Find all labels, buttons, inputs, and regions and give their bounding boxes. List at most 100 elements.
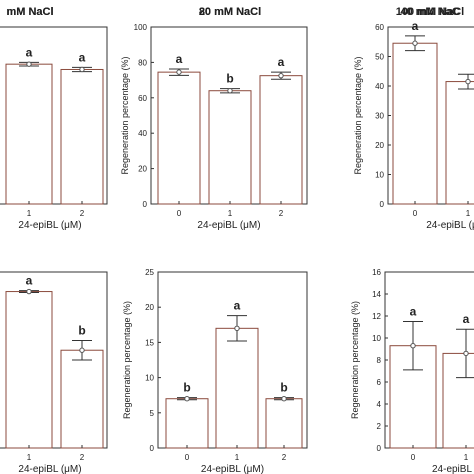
y-tick-label: 20 [375, 141, 384, 150]
y-tick-label: 100 [134, 23, 148, 32]
panel-title: 20 mM NaCl [199, 6, 261, 18]
significance-letter: a [176, 52, 183, 66]
y-tick-label: 20 [138, 165, 147, 174]
x-tick-label: 1 [235, 453, 240, 462]
y-tick-label: 0 [143, 200, 148, 209]
y-tick-label: 10 [372, 334, 381, 343]
y-tick-label: 40 [138, 129, 147, 138]
mean-point [234, 325, 240, 332]
panel-title: mM NaCl [6, 6, 53, 18]
y-tick-label: 40 [375, 82, 384, 91]
bar [215, 327, 259, 449]
bar [259, 75, 303, 205]
x-tick-label: 2 [80, 209, 85, 218]
significance-letter: a [463, 312, 470, 326]
significance-letter: b [183, 381, 190, 395]
chart-panel-1: mM NaCl a 1 a 2 24-epiBL (μM) [0, 6, 108, 231]
mean-point [79, 347, 85, 353]
mean-point [463, 350, 469, 357]
y-axis-label: Regeneration percentage (%) [120, 56, 130, 174]
panel-title: 80 mM NaCl [199, 6, 261, 18]
x-tick-label: 0 [177, 209, 182, 218]
y-tick-label: 10 [375, 171, 384, 180]
x-tick-label: 2 [282, 453, 287, 462]
y-tick-label: 0 [377, 444, 382, 453]
y-axis-label: Regeneration percentage (%) [353, 56, 363, 174]
chart-panel-3: 40 mM NaC 0 10 20 30 40 50 60 Regeneration perce… [353, 6, 474, 231]
significance-letter: b [226, 72, 233, 86]
bar [157, 71, 201, 205]
panel-title: mM NaCl [6, 6, 53, 18]
y-tick-label: 4 [377, 400, 382, 409]
y-tick-label: 20 [145, 303, 154, 312]
x-axis-label: 24-epiBL (μ [426, 220, 474, 231]
x-axis-label: 24-epiBL [432, 464, 472, 474]
bar [265, 398, 303, 449]
chart-panel-4: mM NaCl a 1 b 2 24-epiBL (μM) [0, 6, 108, 474]
x-axis-label: 24-epiBL (μM) [201, 464, 264, 474]
panel-title: 40 mM NaC [400, 6, 459, 18]
significance-letter: a [26, 45, 33, 59]
mean-point [26, 61, 32, 67]
mean-point [227, 88, 233, 94]
bar [445, 81, 474, 205]
significance-letter: b [78, 323, 85, 337]
x-tick-label: 1 [464, 453, 469, 462]
significance-letter: a [412, 19, 419, 33]
significance-letter: a [410, 305, 417, 319]
bar [442, 352, 474, 449]
y-tick-label: 5 [150, 409, 155, 418]
bar [5, 291, 53, 449]
significance-letter: a [234, 299, 241, 313]
mean-point [465, 78, 471, 85]
mean-point [184, 396, 190, 402]
mean-point [79, 66, 85, 73]
x-tick-label: 0 [185, 453, 190, 462]
x-tick-label: 2 [80, 453, 85, 462]
y-tick-label: 0 [150, 444, 155, 453]
bar [60, 68, 104, 205]
mean-point [26, 288, 32, 295]
y-tick-label: 14 [372, 290, 381, 299]
significance-letter: a [79, 50, 86, 64]
y-tick-label: 6 [377, 378, 382, 387]
significance-letter: a [26, 274, 33, 288]
y-tick-label: 10 [145, 374, 154, 383]
x-tick-label: 1 [27, 453, 32, 462]
y-tick-label: 16 [372, 268, 381, 277]
x-tick-label: 2 [279, 209, 284, 218]
x-axis-label: 24-epiBL (μM) [18, 464, 81, 474]
bar [5, 63, 53, 205]
panel-title: 100 mM NaCl [396, 6, 464, 18]
y-tick-label: 0 [380, 200, 385, 209]
y-tick-label: 12 [372, 312, 381, 321]
y-tick-label: 60 [375, 23, 384, 32]
y-tick-label: 8 [377, 356, 382, 365]
mean-point [176, 69, 182, 75]
x-tick-label: 1 [466, 209, 471, 218]
y-tick-label: 15 [145, 338, 154, 347]
significance-letter: b [280, 381, 287, 395]
significance-letter: a [278, 55, 285, 69]
mean-point [412, 40, 418, 46]
y-tick-label: 80 [138, 58, 147, 67]
y-tick-label: 30 [375, 112, 384, 121]
y-tick-label: 60 [138, 94, 147, 103]
x-axis-label: 24-epiBL (μM) [197, 220, 260, 231]
mean-point [278, 72, 284, 79]
mean-point [410, 343, 416, 349]
y-tick-label: 25 [145, 268, 154, 277]
bar [60, 349, 104, 449]
bar [392, 42, 438, 205]
bar [208, 90, 252, 205]
y-axis-label: Regeneration percentage (%) [350, 301, 360, 419]
y-axis-label: Regeneration percentage (%) [122, 301, 132, 419]
y-tick-label: 50 [375, 53, 384, 62]
x-tick-label: 1 [228, 209, 233, 218]
x-tick-label: 0 [411, 453, 416, 462]
x-axis-label: 24-epiBL (μM) [18, 220, 81, 231]
